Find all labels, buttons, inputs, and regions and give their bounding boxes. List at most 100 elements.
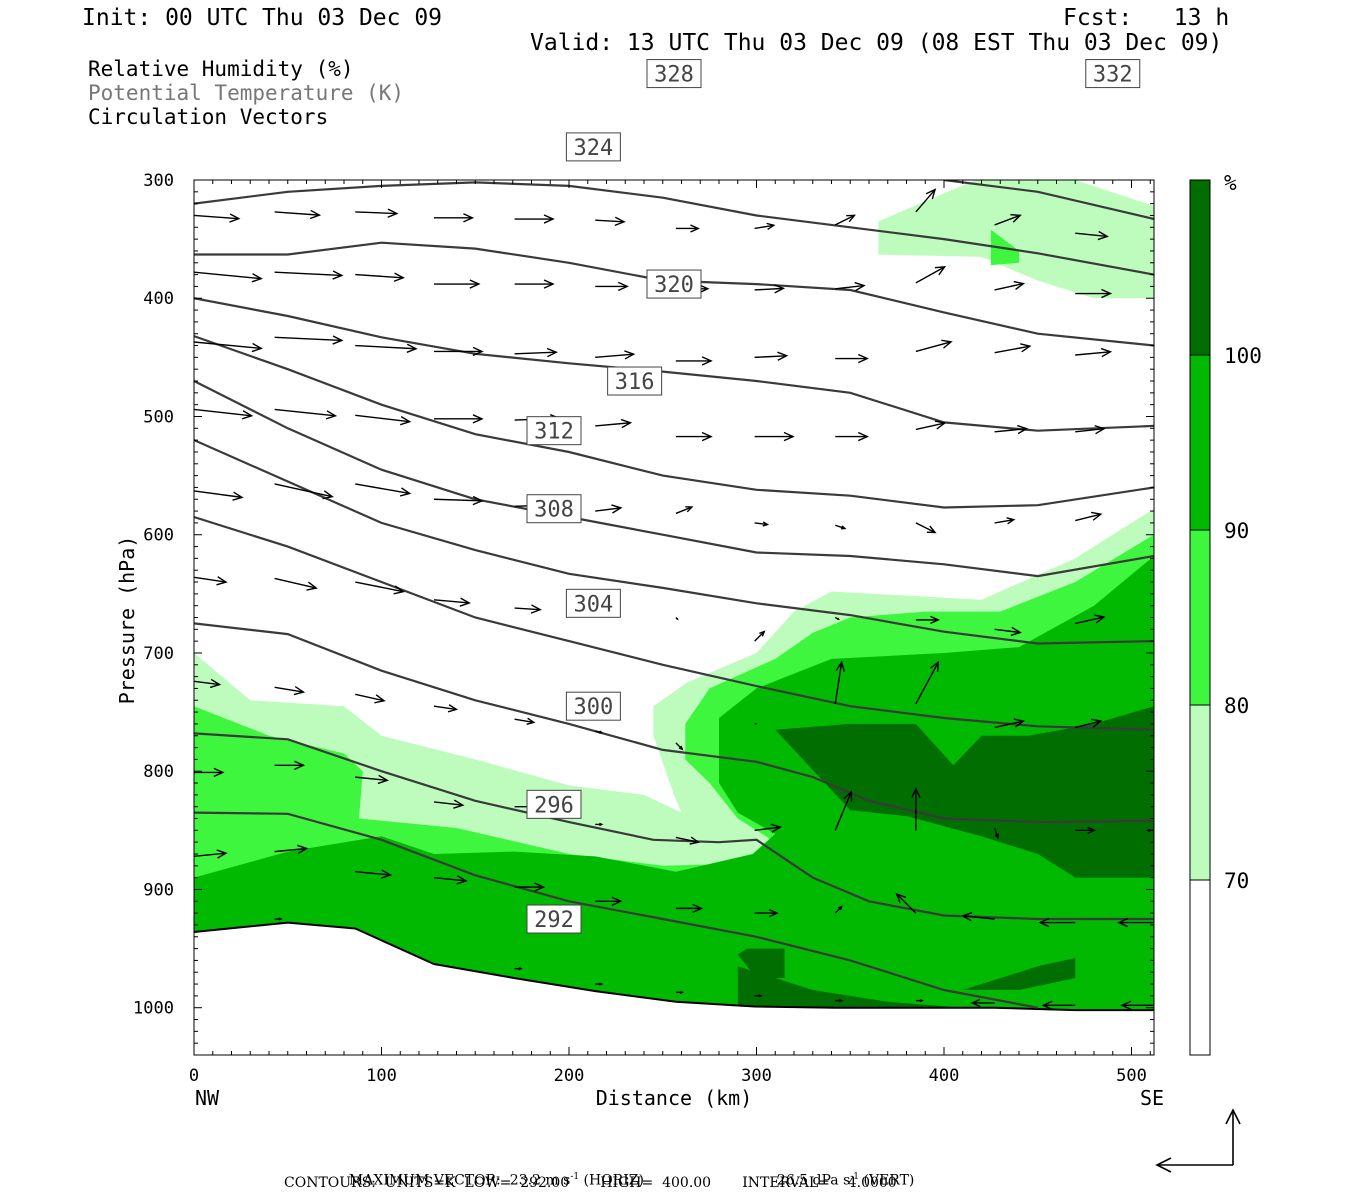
circulation-vector — [754, 723, 758, 725]
vector-head — [251, 342, 263, 353]
vector-head — [1091, 718, 1103, 728]
circulation-vector — [595, 216, 626, 227]
max-vector-vert-label: 26.5 dPa s-1 (VERT) — [768, 1156, 914, 1189]
circulation-vector — [434, 213, 475, 223]
vector-head — [762, 521, 770, 527]
contour-label-box-324 — [565, 132, 621, 162]
vector-shaft — [433, 705, 457, 711]
circulation-vector — [194, 490, 244, 501]
circulation-vector — [1038, 917, 1076, 928]
circulation-vector — [754, 351, 789, 361]
circulation-vector — [754, 431, 795, 442]
vector-head — [854, 281, 866, 292]
vector-head — [692, 903, 704, 914]
vector-shaft — [962, 915, 995, 920]
vector-head — [611, 504, 623, 514]
vector-shaft — [675, 836, 699, 843]
vector-head — [1094, 424, 1106, 435]
vector-head — [701, 356, 713, 366]
axes-layer: 300 400 500 600 700 800 900 1000 0 100 200 300 400 50… — [133, 171, 1154, 1086]
vector-head — [689, 836, 700, 845]
colorbar-level-label: 100 — [1224, 344, 1262, 368]
vector-shaft — [994, 720, 1024, 729]
circulation-vector — [835, 353, 869, 364]
x-tick-label: 500 — [1116, 1066, 1147, 1086]
contour-label-box-308 — [526, 494, 582, 524]
circulation-vector — [514, 604, 542, 614]
vector-head — [1013, 718, 1026, 728]
vector-shaft — [994, 282, 1024, 291]
vector-shaft — [595, 219, 625, 223]
vector-head — [690, 224, 700, 233]
circulation-vector — [915, 998, 924, 1003]
vector-head — [380, 869, 393, 879]
vector-shaft — [834, 662, 843, 704]
circulation-vector — [274, 844, 309, 854]
colorbar-swatch — [1190, 705, 1210, 880]
vector-head — [1145, 828, 1151, 832]
vector-head — [614, 216, 626, 227]
max-vector-vert: 26.5 dPa s — [776, 1172, 851, 1189]
circulation-vector — [754, 222, 776, 231]
vector-head — [620, 418, 633, 429]
vector-head — [838, 905, 843, 911]
circulation-vector — [194, 408, 254, 420]
vector-head — [930, 660, 940, 673]
contour-label-328: 328 — [654, 63, 694, 88]
circulation-vector — [595, 350, 636, 360]
circulation-vector — [514, 279, 555, 289]
vector-shaft — [1075, 616, 1105, 625]
vector-head — [857, 431, 869, 442]
theta-contour-layer — [194, 180, 1154, 1009]
vector-shaft — [915, 341, 952, 353]
vector-shaft — [274, 211, 320, 216]
circulation-vector — [194, 576, 228, 586]
vector-head — [278, 917, 283, 921]
forecast-hour: Fcst: 13 h — [1063, 5, 1230, 31]
circulation-vector — [1120, 1000, 1154, 1011]
max-vector-label: MAXIMUM VECTOR: 23.2 m s-1 (HORIZ) — [340, 1156, 644, 1189]
vector-head — [472, 414, 484, 424]
circulation-vector — [675, 617, 679, 621]
circulation-vector — [355, 483, 412, 497]
circulation-vector — [595, 418, 633, 429]
circulation-vector — [1117, 917, 1154, 928]
contour-label-300: 300 — [574, 695, 614, 720]
y-tick-label: 700 — [143, 644, 174, 664]
vector-shaft — [1075, 351, 1111, 356]
vector-head — [241, 410, 254, 420]
legend-vectors: Circulation Vectors — [88, 105, 329, 129]
vector-head — [209, 678, 222, 689]
contour-label-312: 312 — [534, 420, 574, 445]
circulation-vector — [433, 875, 468, 885]
vector-head — [1120, 1000, 1132, 1011]
contour-label-box-332 — [1085, 59, 1141, 89]
rh-region-7 — [737, 966, 1154, 1011]
vector-shaft — [754, 826, 781, 832]
vector-shaft — [194, 271, 262, 280]
terrain-line — [194, 921, 1154, 1012]
vector-head — [783, 431, 795, 442]
vector-head — [472, 346, 484, 357]
vector-head — [469, 279, 481, 289]
circulation-vector — [274, 686, 306, 696]
x-tick-label: 100 — [366, 1066, 397, 1086]
vector-head — [777, 351, 789, 361]
vector-head — [930, 615, 940, 625]
circulation-vector — [595, 504, 623, 514]
vector-head — [251, 273, 263, 283]
circulation-vector — [993, 827, 999, 840]
circulation-vector — [274, 760, 306, 770]
circulation-vector — [1041, 1000, 1076, 1011]
vector-head — [617, 281, 629, 292]
circulation-vector — [274, 577, 318, 591]
vector-shaft — [355, 344, 417, 350]
vector-head — [399, 487, 412, 497]
vector-shaft — [355, 414, 410, 423]
circulation-vector — [834, 660, 845, 704]
circulation-vector — [675, 836, 700, 845]
circulation-vector — [595, 896, 623, 906]
contour-label-box-320 — [646, 269, 702, 299]
circulation-vector — [834, 790, 853, 831]
vector-head — [773, 284, 786, 294]
